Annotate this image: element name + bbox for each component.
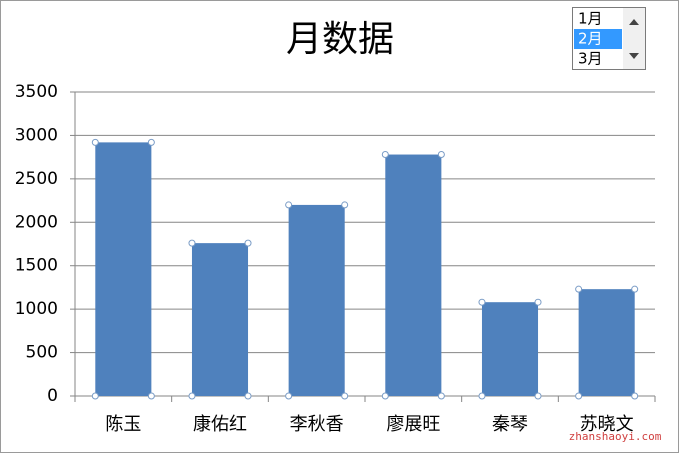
- selection-handle: [437, 392, 445, 400]
- y-tick-label: 2500: [15, 169, 58, 189]
- selection-handle: [244, 392, 252, 400]
- selection-handle: [534, 392, 542, 400]
- selection-handle: [478, 392, 486, 400]
- watermark: zhanshaoyi.com: [569, 430, 662, 443]
- selection-handle: [147, 138, 155, 146]
- scroll-down[interactable]: [629, 53, 639, 59]
- y-tick-label: 3500: [15, 82, 58, 102]
- y-tick-label: 0: [47, 386, 58, 406]
- selection-handle: [341, 201, 349, 209]
- selection-handle: [91, 392, 99, 400]
- y-tick-label: 500: [26, 343, 58, 363]
- bar: [95, 142, 152, 396]
- selection-handle: [188, 392, 196, 400]
- selection-handle: [381, 392, 389, 400]
- listbox-selection: [574, 29, 622, 49]
- y-tick-label: 2000: [15, 212, 58, 232]
- y-tick-label: 1000: [15, 299, 58, 319]
- selection-handle: [575, 285, 583, 293]
- selection-handle: [478, 298, 486, 306]
- x-tick-label: 秦琴: [492, 414, 528, 435]
- y-tick-label: 3000: [15, 125, 58, 145]
- x-tick-label: 陈玉: [105, 414, 141, 435]
- listbox-item[interactable]: 3月: [578, 50, 603, 68]
- selection-handle: [575, 392, 583, 400]
- x-tick-label: 李秋香: [290, 414, 344, 435]
- listbox-item[interactable]: 2月: [578, 30, 603, 48]
- listbox[interactable]: 1月 2月 3月: [572, 7, 646, 70]
- selection-handle: [285, 201, 293, 209]
- selection-handle: [147, 392, 155, 400]
- bar: [578, 289, 635, 396]
- selection-handle: [341, 392, 349, 400]
- selection-handle: [188, 239, 196, 247]
- x-tick-label: 康佑红: [193, 414, 247, 435]
- x-tick-label: 廖展旺: [386, 414, 440, 435]
- x-tick-label: 苏晓文: [580, 414, 634, 435]
- selection-handle: [244, 239, 252, 247]
- bar: [191, 243, 249, 396]
- scrollbar[interactable]: [623, 8, 645, 69]
- selection-handle: [91, 138, 99, 146]
- y-tick-label: 1500: [15, 256, 58, 276]
- chart-title: 月数据: [286, 19, 394, 60]
- selection-handle: [534, 298, 542, 306]
- bar: [385, 154, 442, 396]
- selection-handle: [381, 151, 389, 159]
- selection-handle: [285, 392, 293, 400]
- selection-handle: [631, 285, 639, 293]
- scroll-up[interactable]: [629, 19, 639, 25]
- selection-handle: [631, 392, 639, 400]
- listbox-item[interactable]: 1月: [578, 10, 603, 28]
- selection-handle: [437, 151, 445, 159]
- bar: [481, 302, 539, 396]
- bar: [288, 204, 345, 396]
